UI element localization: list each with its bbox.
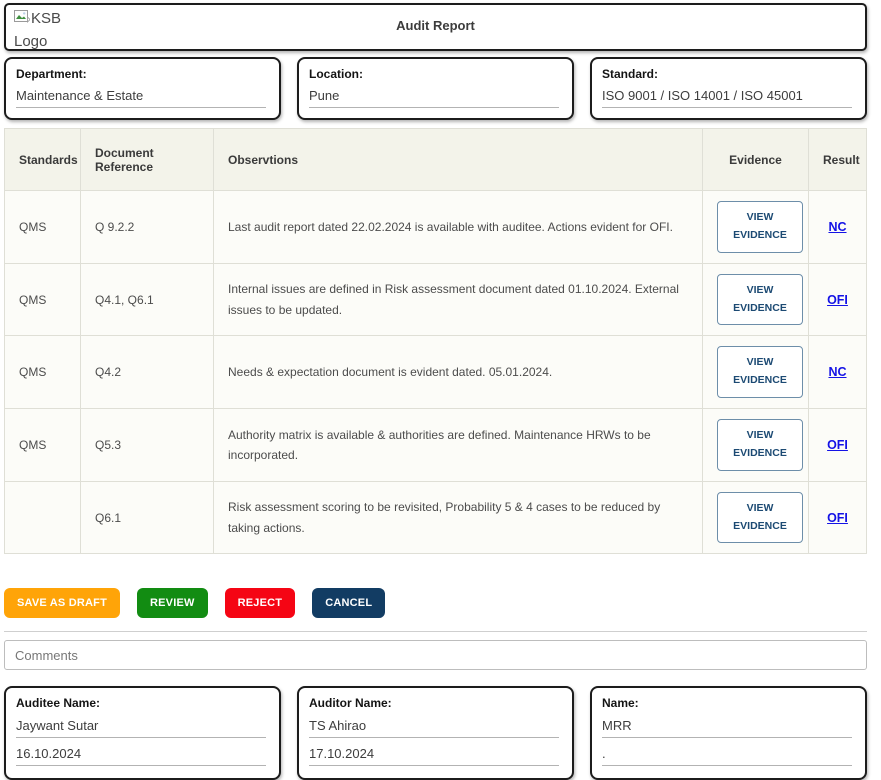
table-row: QMS Q 9.2.2 Last audit report dated 22.0…: [4, 190, 867, 264]
mrr-name-label: Name:: [602, 696, 639, 711]
result-link[interactable]: OFI: [827, 292, 848, 307]
view-evidence-button[interactable]: VIEW EVIDENCE: [717, 201, 803, 253]
observation-cell: Authority matrix is available & authorit…: [213, 408, 703, 482]
table-row: QMS Q4.1, Q6.1 Internal issues are defin…: [4, 262, 867, 337]
col-header-observations: Observtions: [213, 128, 703, 191]
department-label: Department:: [16, 67, 87, 81]
view-evidence-button[interactable]: VIEW EVIDENCE: [717, 419, 803, 471]
mrr-box: Name: MRR .: [590, 686, 867, 780]
standard-label: Standard:: [602, 67, 659, 81]
document-reference-cell: Q4.2: [80, 335, 214, 410]
document-reference-cell: Q6.1: [80, 480, 214, 555]
review-button[interactable]: REVIEW: [137, 588, 208, 619]
auditee-name-value[interactable]: Jaywant Sutar: [16, 718, 267, 739]
table-row: QMS Q4.2 Needs & expectation document is…: [4, 335, 867, 410]
location-field-box: Location: Pune: [297, 57, 574, 120]
auditee-box: Auditee Name: Jaywant Sutar 16.10.2024: [4, 686, 281, 780]
result-link[interactable]: NC: [828, 365, 847, 380]
result-link[interactable]: OFI: [827, 437, 848, 452]
cancel-button[interactable]: CANCEL: [312, 588, 386, 619]
department-field-box: Department: Maintenance & Estate: [4, 57, 281, 120]
save-as-draft-button[interactable]: SAVE AS DRAFT: [4, 588, 120, 619]
observation-cell: Needs & expectation document is evident …: [213, 335, 703, 410]
view-evidence-button[interactable]: VIEW EVIDENCE: [717, 491, 803, 544]
logo-alt-text: KSB Logo: [14, 10, 62, 50]
standards-cell: QMS: [4, 335, 81, 410]
reject-button[interactable]: REJECT: [224, 588, 296, 619]
comments-input[interactable]: [4, 640, 867, 671]
table-header-row: Standards Document Reference Observtions…: [4, 128, 867, 191]
standard-value[interactable]: ISO 9001 / ISO 14001 / ISO 45001: [602, 88, 853, 108]
document-reference-cell: Q4.1, Q6.1: [80, 262, 214, 337]
section-divider: [4, 631, 867, 633]
standards-cell: QMS: [4, 262, 81, 337]
location-value[interactable]: Pune: [309, 88, 560, 108]
col-header-evidence: Evidence: [702, 128, 809, 191]
auditor-box: Auditor Name: TS Ahirao 17.10.2024: [297, 686, 574, 780]
document-reference-cell: Q5.3: [80, 408, 214, 482]
col-header-document-reference: Document Reference: [80, 128, 214, 191]
signatures-row: Auditee Name: Jaywant Sutar 16.10.2024 A…: [4, 686, 867, 780]
location-label: Location:: [309, 67, 363, 81]
col-header-result: Result: [808, 128, 867, 191]
page-title: Audit Report: [396, 18, 475, 33]
broken-image-icon: [14, 9, 31, 31]
mrr-date-value[interactable]: .: [602, 746, 853, 767]
table-row: Q6.1 Risk assessment scoring to be revis…: [4, 480, 867, 555]
result-link[interactable]: NC: [828, 219, 847, 234]
info-fields-row: Department: Maintenance & Estate Locatio…: [4, 57, 867, 120]
action-buttons-row: SAVE AS DRAFT REVIEW REJECT CANCEL: [4, 588, 867, 619]
observations-table: Standards Document Reference Observtions…: [4, 128, 867, 555]
auditee-date-value[interactable]: 16.10.2024: [16, 746, 267, 767]
document-reference-cell: Q 9.2.2: [80, 190, 214, 264]
auditor-date-value[interactable]: 17.10.2024: [309, 746, 560, 767]
standards-cell: QMS: [4, 408, 81, 482]
auditor-name-value[interactable]: TS Ahirao: [309, 718, 560, 739]
standards-cell: QMS: [4, 190, 81, 264]
auditee-name-label: Auditee Name:: [16, 696, 101, 711]
ksb-logo-broken-image: KSB Logo: [14, 8, 72, 50]
view-evidence-button[interactable]: VIEW EVIDENCE: [717, 273, 803, 326]
standards-cell: [4, 480, 81, 555]
observation-cell: Last audit report dated 22.02.2024 is av…: [213, 190, 703, 264]
table-row: QMS Q5.3 Authority matrix is available &…: [4, 408, 867, 482]
observation-cell: Internal issues are defined in Risk asse…: [213, 262, 703, 337]
report-header: KSB Logo Audit Report: [4, 3, 867, 51]
observation-cell: Risk assessment scoring to be revisited,…: [213, 480, 703, 555]
view-evidence-button[interactable]: VIEW EVIDENCE: [717, 346, 803, 399]
mrr-name-value[interactable]: MRR: [602, 718, 853, 739]
department-value[interactable]: Maintenance & Estate: [16, 88, 267, 108]
col-header-standards: Standards: [4, 128, 81, 191]
auditor-name-label: Auditor Name:: [309, 696, 392, 711]
standard-field-box: Standard: ISO 9001 / ISO 14001 / ISO 450…: [590, 57, 867, 120]
result-link[interactable]: OFI: [827, 510, 848, 525]
